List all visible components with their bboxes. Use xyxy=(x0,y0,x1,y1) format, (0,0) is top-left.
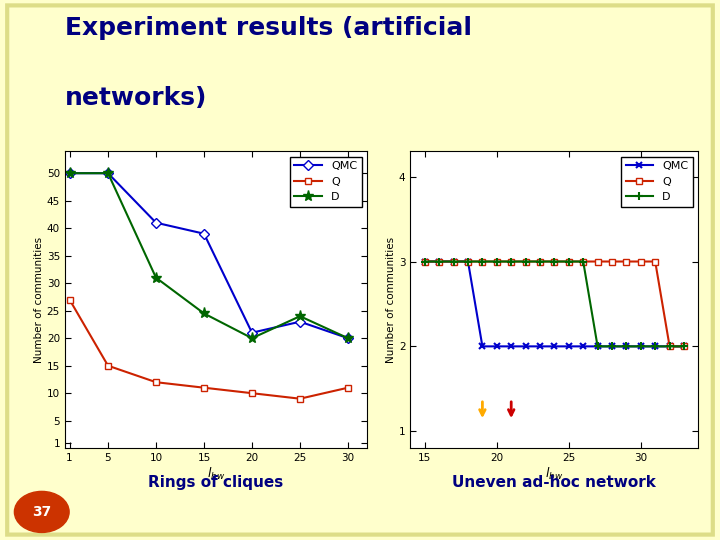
QMC xyxy=(521,343,530,349)
QMC xyxy=(199,231,208,237)
Q xyxy=(104,362,112,369)
Q xyxy=(435,258,444,265)
Q xyxy=(680,343,688,349)
D xyxy=(343,335,352,341)
D xyxy=(199,310,208,316)
D xyxy=(622,343,631,349)
QMC xyxy=(104,170,112,177)
Q xyxy=(550,258,559,265)
Text: networks): networks) xyxy=(65,86,207,110)
QMC xyxy=(536,343,544,349)
Legend: QMC, Q, D: QMC, Q, D xyxy=(290,157,361,207)
QMC xyxy=(248,329,256,336)
QMC xyxy=(152,219,161,226)
Q xyxy=(420,258,429,265)
QMC xyxy=(622,343,631,349)
Q xyxy=(622,258,631,265)
QMC xyxy=(343,335,352,341)
X-axis label: $l_{bw}$: $l_{bw}$ xyxy=(207,466,225,482)
Q xyxy=(449,258,458,265)
D xyxy=(420,258,429,265)
Q xyxy=(536,258,544,265)
D xyxy=(536,258,544,265)
Text: Experiment results (artificial: Experiment results (artificial xyxy=(65,16,472,40)
QMC xyxy=(651,343,660,349)
D xyxy=(521,258,530,265)
D xyxy=(665,343,674,349)
QMC xyxy=(680,343,688,349)
Text: 37: 37 xyxy=(32,505,51,519)
Q xyxy=(651,258,660,265)
QMC xyxy=(449,258,458,265)
Q xyxy=(492,258,501,265)
QMC xyxy=(478,343,487,349)
QMC xyxy=(435,258,444,265)
QMC xyxy=(492,343,501,349)
D xyxy=(636,343,645,349)
Q xyxy=(152,379,161,386)
D xyxy=(579,258,588,265)
D xyxy=(651,343,660,349)
D xyxy=(608,343,616,349)
QMC xyxy=(296,319,305,325)
D xyxy=(550,258,559,265)
Q xyxy=(636,258,645,265)
QMC xyxy=(420,258,429,265)
QMC xyxy=(464,258,472,265)
Text: Rings of cliques: Rings of cliques xyxy=(148,475,284,490)
QMC xyxy=(66,170,74,177)
QMC xyxy=(579,343,588,349)
Q xyxy=(579,258,588,265)
QMC xyxy=(550,343,559,349)
X-axis label: $l_{bw}$: $l_{bw}$ xyxy=(545,466,564,482)
Q xyxy=(608,258,616,265)
D xyxy=(492,258,501,265)
Y-axis label: Number of communities: Number of communities xyxy=(386,237,396,363)
Q xyxy=(593,258,602,265)
D xyxy=(152,274,161,281)
Q xyxy=(296,395,305,402)
QMC xyxy=(564,343,573,349)
Line: Q: Q xyxy=(422,259,687,349)
Line: Q: Q xyxy=(66,296,351,402)
QMC xyxy=(636,343,645,349)
D xyxy=(66,170,74,177)
Text: Uneven ad-hoc network: Uneven ad-hoc network xyxy=(452,475,657,490)
Q xyxy=(665,343,674,349)
D xyxy=(507,258,516,265)
D xyxy=(564,258,573,265)
Legend: QMC, Q, D: QMC, Q, D xyxy=(621,157,693,207)
QMC xyxy=(507,343,516,349)
D xyxy=(593,343,602,349)
D xyxy=(296,313,305,320)
D xyxy=(435,258,444,265)
D xyxy=(449,258,458,265)
Line: QMC: QMC xyxy=(66,170,351,342)
Line: D: D xyxy=(420,258,688,350)
D xyxy=(680,343,688,349)
QMC xyxy=(665,343,674,349)
Q xyxy=(564,258,573,265)
Q xyxy=(464,258,472,265)
Q xyxy=(343,384,352,391)
Q xyxy=(521,258,530,265)
Line: QMC: QMC xyxy=(421,258,688,350)
D xyxy=(478,258,487,265)
QMC xyxy=(608,343,616,349)
D xyxy=(464,258,472,265)
Q xyxy=(199,384,208,391)
Q xyxy=(478,258,487,265)
Q xyxy=(248,390,256,396)
Y-axis label: Number of communities: Number of communities xyxy=(34,237,44,363)
Line: D: D xyxy=(64,167,354,344)
D xyxy=(104,170,112,177)
QMC xyxy=(593,343,602,349)
Q xyxy=(507,258,516,265)
D xyxy=(248,335,256,341)
Q xyxy=(66,296,74,303)
